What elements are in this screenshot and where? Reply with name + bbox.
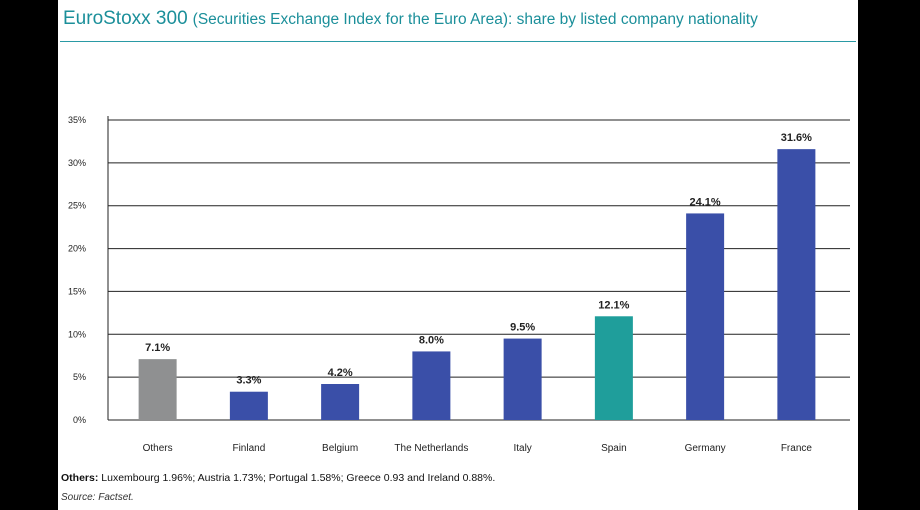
bar-value-label: 7.1%: [145, 342, 170, 354]
chart-title-main: EuroStoxx 300: [63, 8, 188, 29]
bar: [503, 338, 542, 420]
y-tick-label: 20%: [68, 244, 86, 254]
bar: [138, 359, 177, 420]
bar: [777, 149, 816, 420]
bar-value-label: 9.5%: [510, 322, 535, 334]
category-label: Others: [143, 443, 173, 454]
y-tick-label: 35%: [68, 115, 86, 125]
footnote-text: Luxembourg 1.96%; Austria 1.73%; Portuga…: [101, 472, 496, 484]
bar-chart: 0% 5% 10% 15% 20% 25% 30% 35% 7.1% 3.3% 4.2% 8.0% 9…: [68, 115, 850, 454]
y-tick-label: 15%: [68, 286, 86, 296]
y-axis-ticks: 0% 5% 10% 15% 20% 25% 30% 35%: [68, 115, 86, 425]
bar: [412, 351, 451, 420]
footnote-label: Others:: [61, 472, 99, 484]
chart-panel: EuroStoxx 300 (Securities Exchange Index…: [58, 0, 858, 510]
source-note: Source: Factset.: [61, 492, 134, 503]
x-axis-labels: Others Finland Belgium The Netherlands Italy…: [143, 443, 813, 454]
bars: [138, 149, 816, 420]
bar-value-label: 8.0%: [419, 334, 444, 346]
bar: [594, 316, 633, 420]
title-divider: [60, 41, 856, 42]
bar: [229, 391, 268, 420]
chart-title-subtitle: (Securities Exchange Index for the Euro …: [192, 11, 758, 28]
category-label: Finland: [232, 443, 265, 454]
category-label: Italy: [513, 443, 531, 454]
bar-value-label: 31.6%: [781, 132, 812, 144]
category-label: Germany: [685, 443, 726, 454]
y-tick-label: 10%: [68, 329, 86, 339]
bar-value-label: 3.3%: [236, 375, 261, 387]
bar-value-label: 4.2%: [328, 367, 353, 379]
y-tick-label: 25%: [68, 201, 86, 211]
category-label: France: [781, 443, 813, 454]
bar: [686, 213, 725, 420]
bar: [321, 384, 360, 420]
bar-value-label: 12.1%: [598, 299, 629, 311]
category-label: Spain: [601, 443, 627, 454]
y-tick-label: 0%: [73, 415, 86, 425]
category-label: Belgium: [322, 443, 358, 454]
gridlines: [108, 119, 850, 421]
category-label: The Netherlands: [394, 443, 468, 454]
y-tick-label: 30%: [68, 158, 86, 168]
y-tick-label: 5%: [73, 372, 86, 382]
footnote: Others: Luxembourg 1.96%; Austria 1.73%;…: [61, 472, 495, 484]
value-labels: 7.1% 3.3% 4.2% 8.0% 9.5% 12.1% 24.1% 31.6%: [145, 132, 812, 387]
chart-title: EuroStoxx 300 (Securities Exchange Index…: [63, 8, 758, 30]
bar-value-label: 24.1%: [690, 196, 721, 208]
